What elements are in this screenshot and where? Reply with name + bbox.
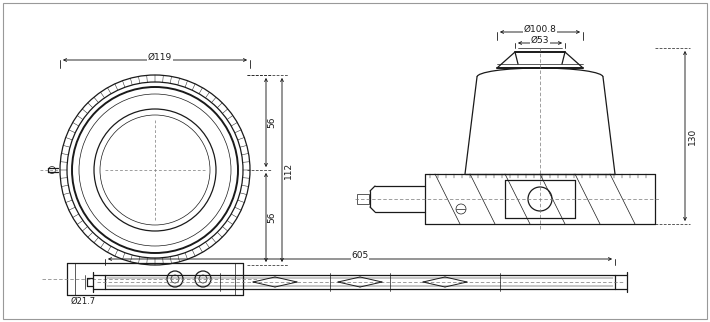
Text: 130: 130 [687, 128, 697, 145]
Text: Ø119: Ø119 [148, 52, 172, 62]
Text: 112: 112 [283, 161, 293, 179]
Text: Ø53: Ø53 [531, 35, 550, 44]
Text: Ø100.8: Ø100.8 [523, 24, 557, 33]
Text: 56: 56 [268, 212, 276, 223]
Bar [357, 194, 369, 204]
Text: 605: 605 [351, 251, 368, 260]
Text: 56: 56 [268, 117, 276, 128]
Text: Ø21.7: Ø21.7 [70, 297, 96, 306]
